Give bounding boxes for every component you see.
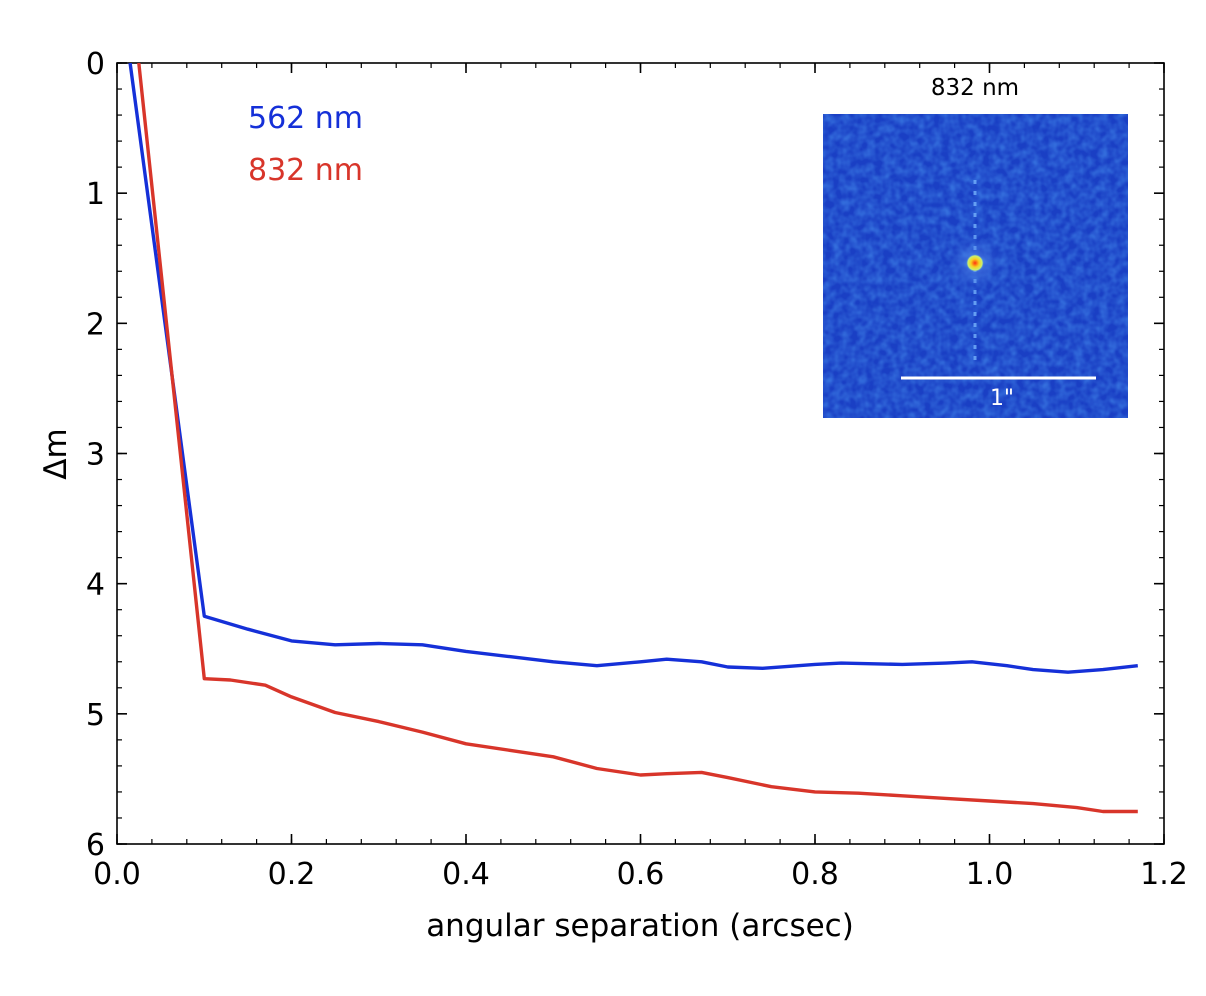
x-tick-label: 0.8: [791, 857, 839, 892]
y-tick-label: 5: [86, 698, 105, 733]
inset-scale-bar-label: 1": [990, 386, 1014, 411]
y-tick-label: 6: [86, 828, 105, 863]
x-tick-label: 0.2: [268, 857, 316, 892]
inset-image: 832 nm 1": [823, 75, 1128, 418]
x-axis-label: angular separation (arcsec): [426, 908, 854, 944]
y-tick-label: 0: [86, 47, 105, 82]
x-tick-label: 1.2: [1140, 857, 1188, 892]
inset-star-core: [966, 254, 984, 272]
inset-title: 832 nm: [931, 75, 1019, 101]
legend-entry-832nm: 832 nm: [248, 153, 363, 188]
series-line-562nm: [128, 63, 1138, 674]
x-tick-label: 0.4: [442, 857, 490, 892]
y-tick-label: 2: [86, 307, 105, 342]
y-axis-label: Δm: [38, 428, 74, 479]
y-tick-label: 4: [86, 568, 105, 603]
x-tick-label: 1.0: [966, 857, 1014, 892]
y-tick-labels: 0 1 2 3 4 5 6: [86, 47, 105, 863]
x-tick-label: 0.0: [93, 857, 141, 892]
y-tick-label: 3: [86, 438, 105, 473]
x-tick-labels: 0.0 0.2 0.4 0.6 0.8 1.0 1.2: [93, 857, 1188, 892]
x-tick-label: 0.6: [617, 857, 665, 892]
series-line-832nm: [137, 63, 1138, 814]
legend-entry-562nm: 562 nm: [248, 101, 363, 136]
axis-ticks: [116, 62, 1165, 845]
y-tick-label: 1: [86, 177, 105, 212]
